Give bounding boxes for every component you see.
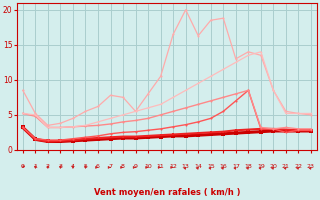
- X-axis label: Vent moyen/en rafales ( km/h ): Vent moyen/en rafales ( km/h ): [94, 188, 240, 197]
